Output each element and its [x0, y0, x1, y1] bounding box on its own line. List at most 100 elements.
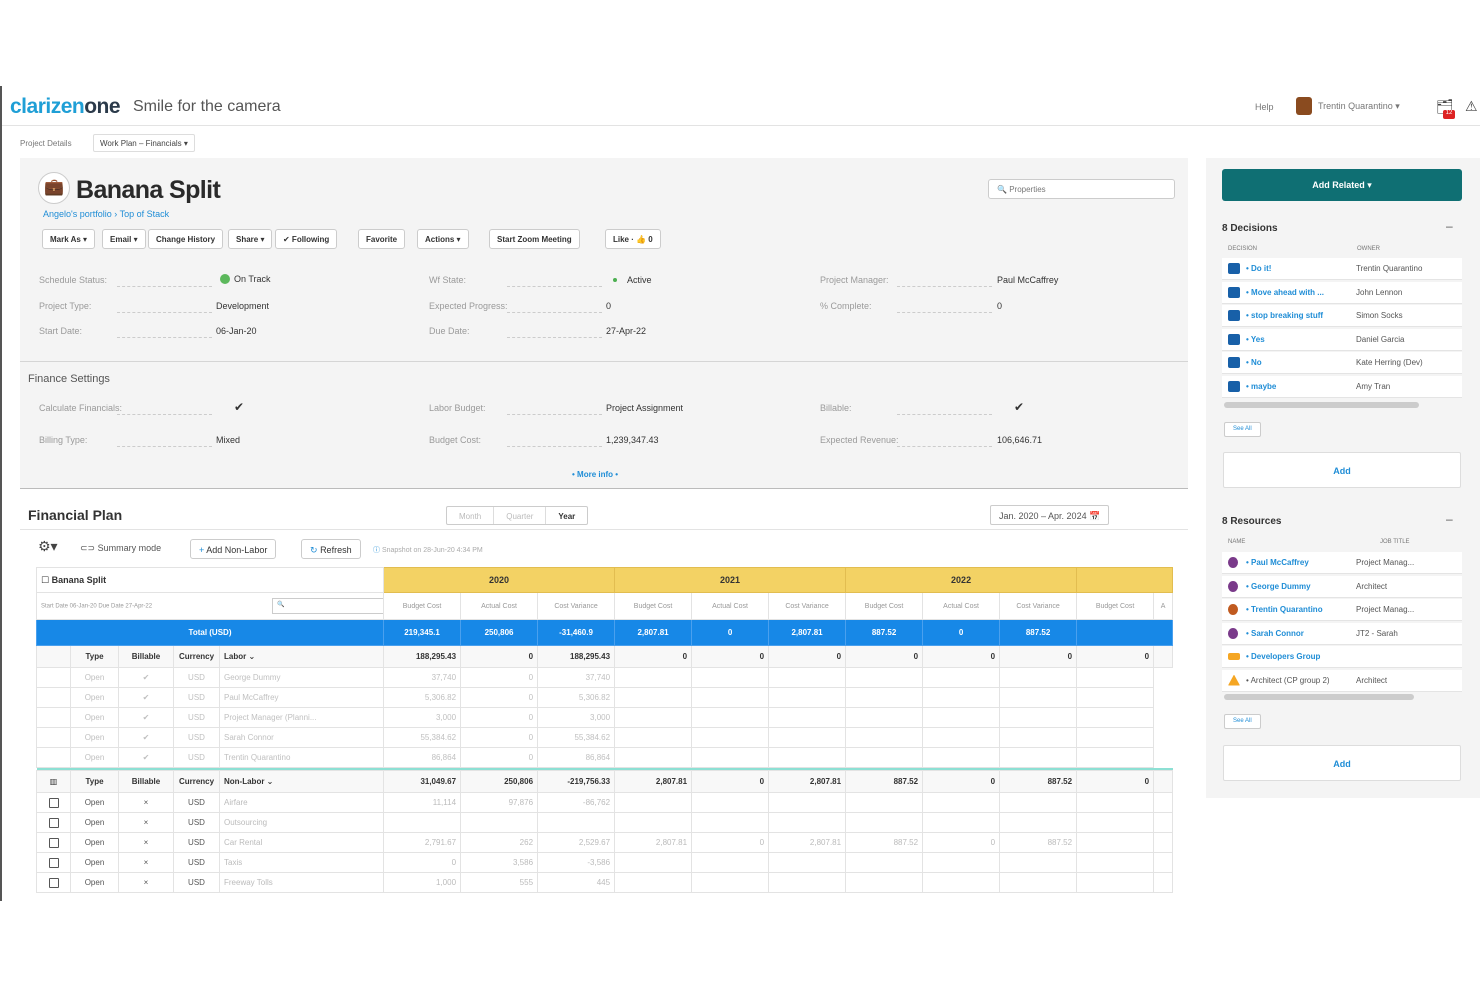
value-cell[interactable] — [1076, 812, 1155, 833]
properties-search-input[interactable]: 🔍 Properties — [988, 179, 1175, 199]
row-checkbox[interactable] — [48, 797, 59, 808]
breadcrumb-project-details[interactable]: Project Details — [20, 139, 72, 148]
value-cell[interactable] — [845, 687, 924, 708]
list-item[interactable]: • Architect (CP group 2) Architect — [1222, 669, 1462, 692]
value-cell[interactable] — [691, 852, 770, 873]
value-cell[interactable]: 5,306.82 — [383, 687, 462, 708]
billable-check[interactable]: ✔ — [118, 687, 174, 708]
value-cell[interactable]: 3,586 — [460, 852, 539, 873]
value-cell[interactable]: 37,740 — [537, 667, 616, 688]
value-cell[interactable] — [999, 792, 1078, 813]
value-cell[interactable] — [691, 872, 770, 893]
non-billable-mark[interactable]: × — [118, 872, 174, 893]
value-cell[interactable] — [614, 872, 693, 893]
start-zoom-button[interactable]: Start Zoom Meeting — [489, 229, 580, 249]
value-cell[interactable] — [1076, 872, 1155, 893]
row-checkbox-cell[interactable] — [36, 872, 71, 893]
project-manager-value[interactable]: Paul McCaffrey — [997, 275, 1059, 285]
value-cell[interactable]: 0 — [460, 727, 539, 748]
value-cell[interactable] — [614, 747, 693, 768]
favorite-button[interactable]: Favorite — [358, 229, 406, 249]
value-cell[interactable] — [845, 872, 924, 893]
more-info-link[interactable]: • More info • — [572, 470, 619, 479]
value-cell[interactable]: 2,791.67 — [383, 832, 462, 853]
value-cell[interactable]: 2,807.81 — [614, 832, 693, 853]
value-cell[interactable]: 2,807.81 — [768, 832, 847, 853]
value-cell[interactable] — [460, 812, 539, 833]
billable-check[interactable]: ✔ — [118, 667, 174, 688]
resource-name-cell[interactable]: Paul McCaffrey — [218, 687, 385, 708]
value-cell[interactable] — [768, 872, 847, 893]
item-name[interactable]: • Yes — [1246, 334, 1265, 344]
value-cell[interactable] — [768, 747, 847, 768]
value-cell[interactable] — [614, 792, 693, 813]
non-billable-mark[interactable]: × — [118, 832, 174, 853]
value-cell[interactable] — [922, 812, 1001, 833]
collapse-icon[interactable]: – — [1446, 512, 1453, 526]
item-name[interactable]: • stop breaking stuff — [1246, 311, 1324, 320]
date-range-picker[interactable]: Jan. 2020 – Apr. 2024 📅 — [990, 505, 1110, 525]
resource-name-cell[interactable]: Trentin Quarantino — [218, 747, 385, 768]
value-cell[interactable] — [614, 707, 693, 728]
value-cell[interactable] — [922, 872, 1001, 893]
period-quarter[interactable]: Quarter — [494, 507, 547, 524]
summary-mode-toggle[interactable]: ⊂⊃ Summary mode — [80, 543, 162, 553]
root-task-label[interactable]: ☐ Banana Split — [41, 574, 107, 585]
value-cell[interactable] — [768, 812, 847, 833]
user-menu[interactable]: Trentin Quarantino ▾ — [1318, 101, 1400, 111]
refresh-button[interactable]: ↻ Refresh — [301, 539, 361, 559]
collapse-icon[interactable]: – — [1446, 219, 1453, 233]
like-button[interactable]: Like · 👍 0 — [605, 229, 661, 249]
value-cell[interactable] — [768, 852, 847, 873]
value-cell[interactable]: 3,000 — [537, 707, 616, 728]
value-cell[interactable]: -86,762 — [537, 792, 616, 813]
period-year[interactable]: Year — [558, 512, 576, 521]
value-cell[interactable] — [999, 747, 1078, 768]
value-cell[interactable] — [999, 872, 1078, 893]
value-cell[interactable]: 445 — [537, 872, 616, 893]
row-checkbox[interactable] — [48, 817, 59, 828]
value-cell[interactable]: 3,000 — [383, 707, 462, 728]
value-cell[interactable]: 1,000 — [383, 872, 462, 893]
expense-name-cell[interactable]: Outsourcing — [218, 812, 385, 833]
value-cell[interactable]: 0 — [691, 832, 770, 853]
value-cell[interactable]: 0 — [460, 667, 539, 688]
value-cell[interactable] — [922, 727, 1001, 748]
list-item[interactable]: • Paul McCaffrey Project Manag... — [1222, 552, 1462, 574]
resource-name-cell[interactable]: Sarah Connor — [218, 727, 385, 748]
item-name[interactable]: • George Dummy — [1246, 581, 1311, 591]
value-cell[interactable]: 0 — [383, 852, 462, 873]
row-checkbox[interactable] — [48, 857, 59, 868]
value-cell[interactable] — [922, 667, 1001, 688]
value-cell[interactable] — [845, 792, 924, 813]
row-checkbox-cell[interactable] — [36, 792, 71, 813]
value-cell[interactable]: 262 — [460, 832, 539, 853]
value-cell[interactable] — [768, 707, 847, 728]
item-name[interactable]: • Trentin Quarantino — [1246, 605, 1323, 614]
value-cell[interactable] — [691, 687, 770, 708]
calculate-financials-check[interactable]: ✔ — [234, 400, 245, 414]
email-button[interactable]: Email ▾ — [102, 229, 146, 249]
add-related-button[interactable]: Add Related ▾ — [1222, 169, 1462, 201]
row-checkbox[interactable] — [48, 877, 59, 888]
item-name[interactable]: • Paul McCaffrey — [1246, 558, 1309, 567]
period-month[interactable]: Month — [447, 507, 495, 524]
value-cell[interactable] — [1076, 687, 1155, 708]
help-link[interactable]: Help — [1255, 102, 1274, 112]
list-item[interactable]: • Developers Group — [1222, 646, 1462, 668]
add-decision-button[interactable]: Add — [1223, 452, 1461, 488]
mark-as-button[interactable]: Mark As ▾ — [42, 229, 96, 249]
non-billable-mark[interactable]: × — [118, 792, 174, 813]
value-cell[interactable] — [1076, 792, 1155, 813]
value-cell[interactable] — [614, 852, 693, 873]
portfolio-breadcrumb[interactable]: Angelo's portfolio › Top of Stack — [43, 209, 170, 219]
value-cell[interactable] — [845, 747, 924, 768]
value-cell[interactable]: 0 — [460, 687, 539, 708]
value-cell[interactable] — [614, 727, 693, 748]
resource-name-cell[interactable]: Project Manager (Planni... — [218, 707, 385, 728]
add-resource-button[interactable]: Add — [1223, 745, 1461, 781]
item-name[interactable]: • maybe — [1246, 381, 1277, 391]
value-cell[interactable]: -3,586 — [537, 852, 616, 873]
value-cell[interactable]: 55,384.62 — [537, 727, 616, 748]
value-cell[interactable] — [383, 812, 462, 833]
